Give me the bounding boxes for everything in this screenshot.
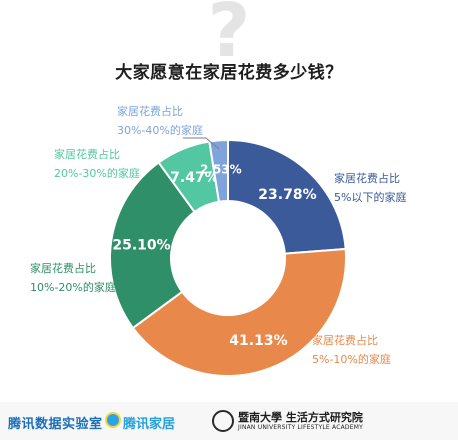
- jinan-university-seal-icon: [212, 410, 234, 432]
- question-mark-decoration: ?: [207, 0, 251, 74]
- footer-logos: 腾讯数据实验室 腾讯家居 暨南大學 生活方式研究院 JINAN UNIVERSI…: [0, 402, 458, 440]
- slice-30-40pct: [208, 138, 229, 203]
- slice-5pct-below: [227, 138, 347, 255]
- slice-label-5-10pct: 家居花费占比 5%-10%的家庭: [312, 334, 391, 366]
- donut-chart: 23.78% 41.13% 25.10% 7.47%2.53%: [109, 137, 347, 377]
- jinan-university-logo: 暨南大學 生活方式研究院: [238, 411, 363, 424]
- slice-label-20-30pct: 家居花费占比 20%-30%的家庭: [54, 148, 140, 180]
- slice-label-5pct-below: 家居花费占比 5%以下的家庭: [334, 172, 407, 204]
- slice-30-40pct-value-label: 2.53%: [200, 162, 242, 176]
- slice-label-10-20pct: 家居花费占比 10%-20%的家庭: [30, 262, 116, 294]
- slice-5pct-below-value-label: 23.78%: [258, 187, 316, 203]
- slice-5-10pct-value-label: 41.13%: [229, 333, 287, 349]
- slice-label-30-40pct: 家居花费占比 30%-40%的家庭: [117, 105, 203, 137]
- slice-10-20pct-value-label: 25.10%: [112, 238, 170, 254]
- leader-line-30-40pct: [183, 137, 220, 150]
- slice-5-10pct: [131, 247, 347, 377]
- jinan-university-subtitle: JINAN UNIVERSITY LIFESTYLE ACADEMY: [238, 424, 363, 431]
- slice-10-20pct: [109, 161, 196, 330]
- slice-20-30pct-value-label: 7.47%: [170, 170, 219, 186]
- tencent-home-logo: 腾讯家居: [123, 417, 176, 432]
- tencent-data-lab-logo: 腾讯数据实验室: [8, 417, 103, 432]
- chart-title: 大家愿意在家居花费多少钱？: [115, 63, 343, 83]
- tencent-home-icon: [105, 412, 121, 428]
